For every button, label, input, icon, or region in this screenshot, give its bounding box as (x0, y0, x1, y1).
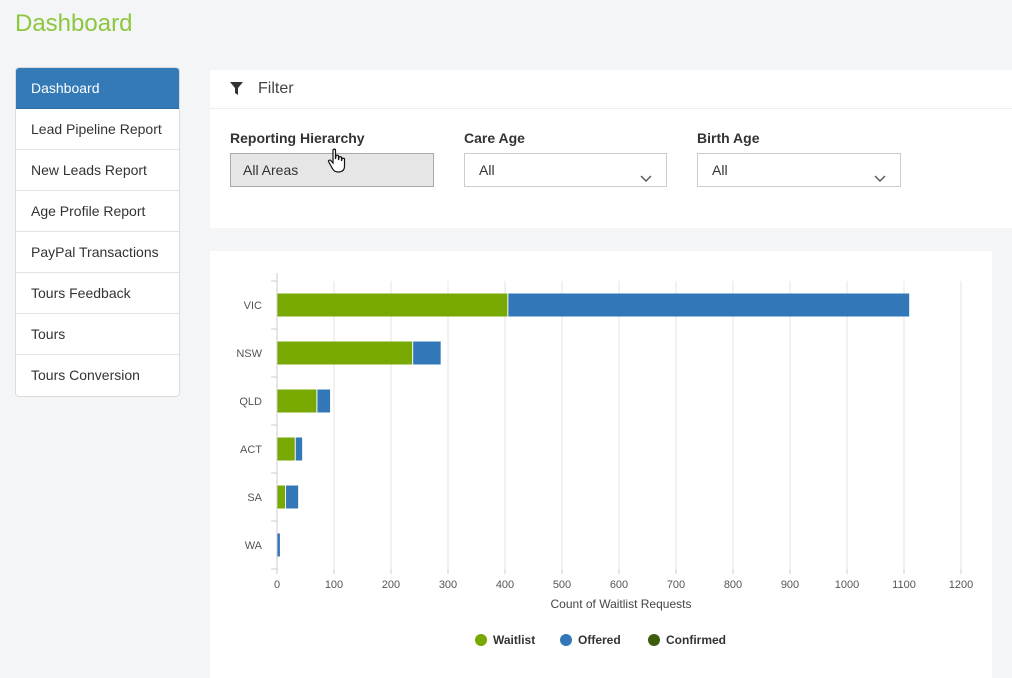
sidebar-item-lead-pipeline-report[interactable]: Lead Pipeline Report (16, 109, 179, 150)
x-tick-label: 300 (439, 579, 457, 591)
x-tick-label: 600 (610, 579, 628, 591)
x-tick-label: 200 (382, 579, 400, 591)
bar-waitlist-vic (277, 293, 508, 317)
birth-age-value: All (712, 162, 728, 178)
x-tick-label: 900 (781, 579, 799, 591)
bar-offered-nsw (413, 341, 441, 365)
bar-waitlist-qld (277, 389, 317, 413)
legend-label-waitlist: Waitlist (493, 633, 535, 647)
care-age-value: All (479, 162, 495, 178)
y-tick-label: VIC (244, 300, 262, 312)
y-tick-label: SA (247, 492, 262, 504)
sidebar-item-tours-conversion[interactable]: Tours Conversion (31, 367, 140, 383)
care-age-field: Care Age All (464, 130, 667, 187)
y-tick-label: NSW (236, 348, 262, 360)
filter-title: Filter (258, 80, 294, 97)
reporting-hierarchy-value: All Areas (243, 162, 299, 178)
bar-offered-vic (508, 293, 910, 317)
x-tick-label: 0 (274, 579, 280, 591)
x-tick-label: 800 (724, 579, 742, 591)
chevron-down-icon (874, 164, 886, 182)
care-age-select[interactable]: All (464, 153, 667, 187)
x-tick-label: 100 (325, 579, 343, 591)
legend-swatch-waitlist (475, 634, 487, 646)
bar-offered-wa (277, 533, 280, 557)
bar-waitlist-nsw (277, 341, 413, 365)
birth-age-select[interactable]: All (697, 153, 901, 187)
sidebar-item-dashboard[interactable]: Dashboard (16, 68, 179, 109)
reporting-hierarchy-label: Reporting Hierarchy (230, 130, 365, 146)
bar-offered-qld (317, 389, 331, 413)
x-tick-label: 1200 (949, 579, 973, 591)
bar-offered-act (295, 437, 303, 461)
chevron-down-icon (640, 164, 652, 182)
x-tick-label: 1000 (835, 579, 859, 591)
filter-header[interactable]: Filter (210, 70, 1012, 109)
y-tick-label: ACT (240, 444, 262, 456)
legend-label-offered: Offered (578, 633, 621, 647)
x-axis-title: Count of Waitlist Requests (551, 597, 692, 611)
waitlist-chart: 0 100 200 300 400 500 600 700 800 900 1000 1100 1200… (236, 273, 973, 647)
filter-panel: Filter Reporting Hierarchy All Areas Car… (210, 70, 1012, 228)
legend-swatch-confirmed (648, 634, 660, 646)
funnel-icon (230, 82, 244, 96)
sidebar-item-new-leads-report[interactable]: New Leads Report (16, 150, 179, 191)
birth-age-label: Birth Age (697, 130, 760, 146)
legend-label-confirmed: Confirmed (666, 633, 726, 647)
bar-waitlist-act (277, 437, 295, 461)
care-age-label: Care Age (464, 130, 525, 146)
y-tick-label: WA (245, 540, 263, 552)
x-tick-label: 1100 (892, 579, 916, 591)
x-tick-label: 500 (553, 579, 571, 591)
hand-cursor-icon (327, 148, 349, 174)
sidebar-item-paypal-transactions[interactable]: PayPal Transactions (16, 232, 179, 273)
sidebar-item-tours[interactable]: Tours (16, 314, 179, 355)
sidebar-item-tours-feedback[interactable]: Tours Feedback (16, 273, 179, 314)
sidebar-item-age-profile-report[interactable]: Age Profile Report (16, 191, 179, 232)
reporting-hierarchy-select[interactable]: All Areas (230, 153, 434, 187)
page-title: Dashboard (15, 10, 133, 37)
y-tick-label: QLD (239, 396, 262, 408)
x-tick-label: 700 (667, 579, 685, 591)
bar-waitlist-sa (277, 485, 286, 509)
sidebar-nav: Dashboard Lead Pipeline Report New Leads… (15, 67, 180, 397)
bar-offered-sa (286, 485, 299, 509)
reporting-hierarchy-field: Reporting Hierarchy All Areas (230, 130, 434, 187)
x-tick-label: 400 (496, 579, 514, 591)
chart-panel: 0 100 200 300 400 500 600 700 800 900 1000 1100 1200… (210, 251, 992, 678)
legend-swatch-offered (560, 634, 572, 646)
birth-age-field: Birth Age All (697, 130, 901, 187)
